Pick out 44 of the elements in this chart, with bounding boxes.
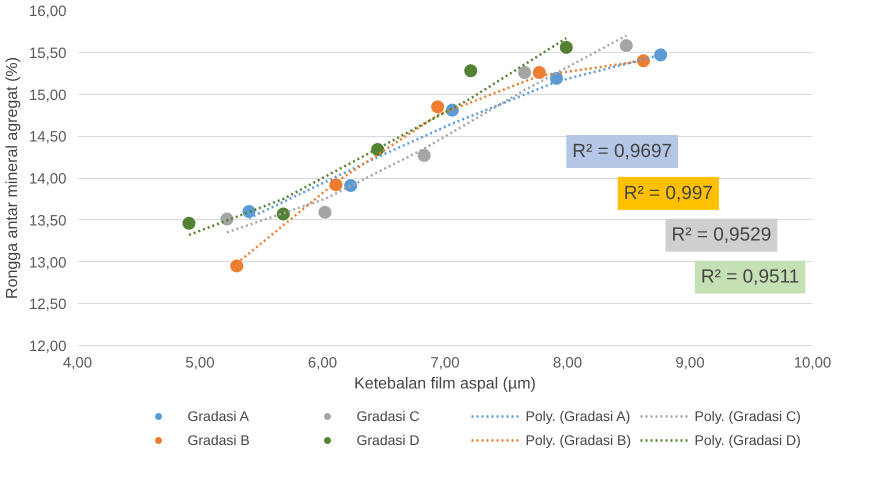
point [517, 64, 532, 80]
y-tick-label: 15,00 [28, 86, 67, 104]
x-tick-label: 6,00 [308, 354, 338, 372]
y-axis-title: Rongga antar mineral agregat (%) [4, 57, 21, 299]
annotation: R² = 0,9511 [700, 266, 800, 288]
y-tick-label: 13,50 [28, 212, 67, 230]
annotation: R² = 0,997 [624, 182, 713, 204]
point [463, 63, 478, 78]
point [430, 99, 446, 114]
y-tick-label: 13,00 [28, 254, 67, 272]
y-tick-label: 14,50 [28, 128, 67, 146]
point [229, 258, 244, 274]
y-tick-label: 15,50 [28, 44, 67, 62]
legend-label: Gradasi B [188, 432, 251, 448]
legend-label: Gradasi D [356, 432, 421, 448]
point [618, 38, 634, 54]
y-tick-label: 14,00 [28, 170, 67, 188]
point [416, 148, 432, 163]
legend-label: Poly. (Gradasi D) [694, 432, 802, 448]
x-tick-label: 9,00 [675, 354, 705, 372]
point [219, 212, 234, 227]
point [276, 206, 291, 222]
point [558, 40, 574, 55]
x-tick-label: 7,00 [430, 354, 460, 372]
x-tick-label: 8,00 [552, 354, 582, 372]
y-tick-label: 12,00 [28, 338, 67, 355]
legend-label: Poly. (Gradasi A) [526, 408, 632, 424]
x-tick-label: 10,00 [794, 354, 832, 372]
y-tick-label: 12,50 [28, 296, 67, 314]
annotation: R² = 0,9529 [672, 224, 772, 246]
x-tick-label: 4,00 [62, 354, 92, 372]
y-tick-label: 16,00 [28, 3, 67, 20]
x-tick-label: 5,00 [185, 354, 215, 372]
legend-label: Gradasi A [188, 408, 250, 424]
point [181, 216, 196, 231]
point [653, 47, 668, 62]
legend-label: Gradasi C [356, 408, 421, 424]
point [317, 204, 332, 220]
legend-label: Poly. (Gradasi C) [694, 408, 802, 424]
annotation: R² = 0,9697 [572, 140, 672, 162]
legend-label: Poly. (Gradasi B) [526, 432, 632, 448]
point [343, 178, 358, 194]
x-axis-title: Ketebalan film aspal (µm) [354, 376, 536, 392]
point [532, 64, 547, 80]
